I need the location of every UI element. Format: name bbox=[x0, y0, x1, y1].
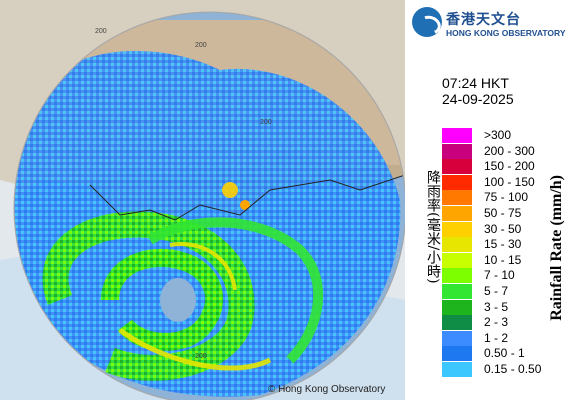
legend-range-label: 1 - 2 bbox=[484, 330, 509, 345]
legend-swatch bbox=[442, 315, 472, 331]
legend-swatch bbox=[442, 159, 472, 175]
legend-swatch bbox=[442, 143, 472, 159]
legend-row: 7 - 10 bbox=[442, 268, 577, 284]
legend-range-label: 5 - 7 bbox=[484, 284, 509, 298]
range-ring-label: 200 bbox=[260, 119, 272, 126]
legend-range-label: 200 - 300 bbox=[484, 143, 535, 158]
legend-range-label: 15 - 30 bbox=[484, 237, 522, 252]
typhoon-eye bbox=[160, 278, 196, 322]
legend-swatch bbox=[442, 252, 472, 268]
legend-row: >300 bbox=[442, 128, 577, 144]
legend-row: 3 - 5 bbox=[442, 299, 577, 316]
inner-rainband bbox=[101, 249, 224, 351]
rain-cell bbox=[222, 182, 238, 198]
legend-range-label: 75 - 100 bbox=[484, 190, 529, 205]
legend-range-label: 3 - 5 bbox=[484, 299, 509, 314]
legend-swatch bbox=[442, 268, 472, 284]
legend-range-label: 2 - 3 bbox=[484, 315, 509, 330]
legend-swatch bbox=[442, 174, 472, 190]
legend-range-label: 100 - 150 bbox=[484, 174, 535, 189]
legend-row: 150 - 200 bbox=[442, 159, 577, 175]
legend-row: 100 - 150 bbox=[442, 174, 577, 191]
legend-row: 75 - 100 bbox=[442, 190, 577, 206]
hko-logo: 香港天文台 HONG KONG OBSERVATORY bbox=[410, 4, 575, 44]
legend-row: 2 - 3 bbox=[442, 315, 577, 331]
legend-range-label: 0.50 - 1 bbox=[484, 346, 525, 361]
heavy-rain-arc bbox=[169, 242, 237, 291]
logo-name-zh: 香港天文台 bbox=[446, 12, 521, 28]
legend-title-en: Rainfall Rate (mm/h) bbox=[548, 175, 565, 321]
legend-range-label: >300 bbox=[484, 128, 512, 142]
hko-logo-icon bbox=[412, 7, 442, 37]
legend-swatch bbox=[442, 237, 472, 253]
legend-swatch bbox=[442, 206, 472, 221]
legend-row: 15 - 30 bbox=[442, 237, 577, 253]
feeder-band bbox=[147, 217, 324, 364]
legend-row: 0.50 - 1 bbox=[442, 346, 577, 362]
legend-range-label: 30 - 50 bbox=[484, 221, 522, 236]
legend-swatch bbox=[442, 330, 472, 346]
logo-name-en: HONG KONG OBSERVATORY bbox=[446, 28, 566, 38]
range-ring-label: 200 bbox=[95, 28, 107, 35]
timestamp: 07:24 HKT 24-09-2025 bbox=[442, 75, 514, 107]
date-label: 24-09-2025 bbox=[442, 91, 514, 107]
radar-svg: 200 200 200 200 bbox=[0, 0, 405, 400]
legend-range-label: 10 - 15 bbox=[484, 252, 522, 267]
legend-swatch bbox=[442, 128, 472, 143]
legend-swatch bbox=[442, 299, 472, 315]
range-ring-label: 200 bbox=[195, 353, 207, 360]
legend-row: 50 - 75 bbox=[442, 206, 577, 222]
range-ring-outline bbox=[13, 11, 405, 400]
time-label: 07:24 HKT bbox=[442, 75, 509, 91]
legend-swatch bbox=[442, 362, 472, 377]
legend-row: 200 - 300 bbox=[442, 143, 577, 160]
rain-cell-heavy bbox=[240, 200, 250, 210]
legend-swatch bbox=[442, 190, 472, 206]
heavy-rain-band bbox=[118, 327, 272, 371]
copyright-text: © Hong Kong Observatory bbox=[268, 384, 386, 395]
legend-row: 5 - 7 bbox=[442, 284, 577, 300]
range-ring-label: 200 bbox=[195, 42, 207, 49]
legend-swatch bbox=[442, 221, 472, 237]
legend-range-label: 50 - 75 bbox=[484, 206, 522, 220]
legend-row: 0.15 - 0.50 bbox=[442, 362, 577, 378]
legend-title-zh: 降雨率(毫米/小時) bbox=[425, 170, 441, 284]
legend-range-label: 150 - 200 bbox=[484, 159, 535, 174]
radar-map: 200 200 200 200 bbox=[0, 0, 405, 400]
legend-row: 30 - 50 bbox=[442, 221, 577, 238]
coastline bbox=[89, 174, 405, 221]
legend-swatch bbox=[442, 284, 472, 299]
legend-row: 1 - 2 bbox=[442, 330, 577, 347]
legend-range-label: 7 - 10 bbox=[484, 268, 515, 283]
legend-row: 10 - 15 bbox=[442, 252, 577, 269]
legend-swatch bbox=[442, 346, 472, 362]
legend-range-label: 0.15 - 0.50 bbox=[484, 362, 542, 376]
